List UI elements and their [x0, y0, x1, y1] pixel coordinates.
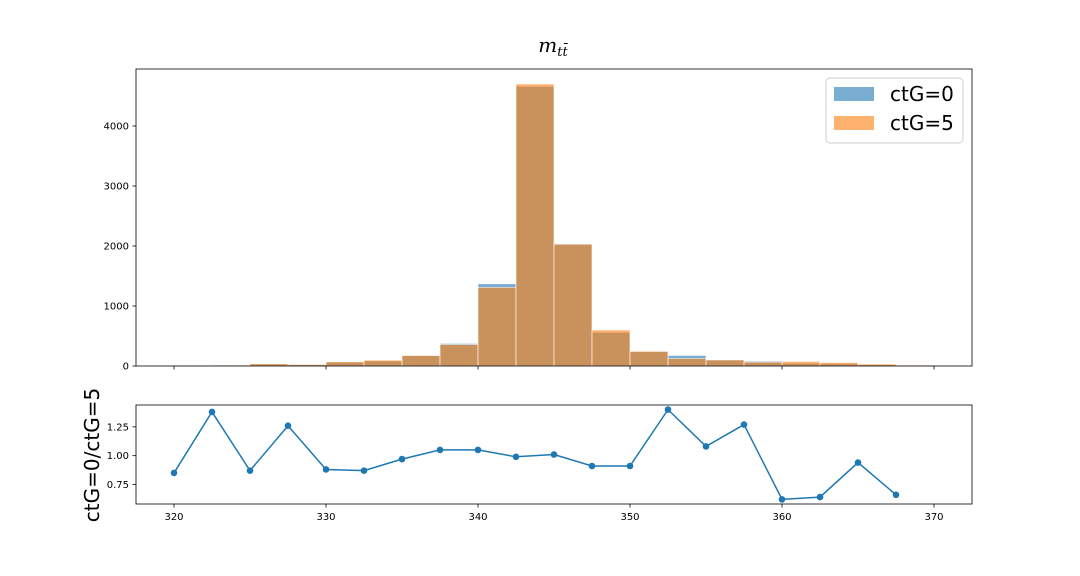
ratio-x-tick-label: 320 — [164, 512, 183, 523]
histogram-y-tick-label: 3000 — [104, 182, 129, 193]
ratio-point-0 — [170, 469, 178, 477]
ratio-plot: 0.75 1.00 1.25 320 330 340 350 360 370 — [107, 404, 973, 523]
ratio-x-tick-label: 340 — [468, 512, 487, 523]
ratio-point-1 — [208, 408, 216, 416]
ratio-x-tick-label: 370 — [924, 512, 943, 523]
ratio-point-5 — [360, 467, 368, 474]
ratio-point-18 — [854, 459, 862, 466]
ratio-point-16 — [778, 496, 786, 503]
ratio-y-axis-label: ctG=0/ctG=5 — [80, 388, 104, 522]
ratio-point-3 — [284, 422, 292, 430]
ratio-line — [173, 408, 897, 501]
histogram-bar-ctg-5-16 — [781, 361, 821, 367]
histogram-bar-ctg-5-11 — [591, 329, 631, 367]
histogram-bar-ctg-5-14 — [705, 359, 745, 367]
chart-title: mtt̄ — [538, 33, 569, 60]
histogram-bar-ctg-5-5 — [363, 359, 403, 367]
histogram-axes-frame — [135, 68, 973, 367]
ratio-axes-frame — [135, 404, 973, 505]
ratio-point-4 — [322, 466, 330, 473]
ratio-y-tick-label: 0.75 — [107, 480, 129, 491]
histogram-y-tick-label: 4000 — [104, 122, 129, 133]
chart-title-subscript: tt̄ — [557, 43, 569, 60]
legend-swatch-0 — [834, 87, 874, 101]
chart-title-main: m — [538, 33, 557, 57]
ratio-point-19 — [892, 491, 900, 499]
legend-swatch-1 — [834, 116, 874, 130]
legend-label-0: ctG=0 — [890, 82, 954, 106]
histogram-y-tick-label: 2000 — [104, 242, 129, 253]
ratio-x-tick-label: 360 — [772, 512, 791, 523]
histogram-bar-ctg-5-13 — [667, 358, 707, 367]
histogram-bar-ctg-5-7 — [439, 344, 479, 367]
histogram-legend: ctG=0 ctG=5 — [825, 77, 964, 144]
histogram-bar-ctg-5-10 — [553, 243, 593, 367]
ratio-y-tick-label: 1.00 — [107, 451, 129, 462]
histogram-bar-ctg-5-8 — [477, 287, 517, 367]
ratio-y-tick-label: 1.25 — [107, 422, 129, 433]
ratio-point-14 — [702, 443, 710, 450]
ratio-point-11 — [588, 462, 596, 470]
ratio-point-17 — [816, 493, 824, 501]
ratio-point-10 — [550, 451, 558, 458]
histogram-plot: 0 1000 2000 3000 4000 ctG=0 ctG=5 — [104, 68, 973, 373]
histogram-y-tick-label: 0 — [123, 362, 129, 373]
ratio-point-9 — [512, 453, 520, 461]
ratio-point-12 — [626, 462, 634, 470]
ratio-x-tick-label: 350 — [620, 512, 639, 523]
histogram-bar-ctg-5-4 — [325, 361, 365, 367]
ratio-point-7 — [436, 446, 444, 454]
histogram-bar-ctg-5-15 — [743, 361, 783, 367]
ratio-point-6 — [398, 455, 406, 463]
histogram-bar-ctg-5-12 — [629, 350, 669, 367]
ratio-x-tick-label: 330 — [316, 512, 335, 523]
histogram-bar-ctg-5-9 — [515, 83, 555, 367]
ratio-point-2 — [246, 467, 254, 474]
ratio-point-15 — [740, 421, 748, 428]
ratio-point-13 — [664, 406, 672, 413]
legend-label-1: ctG=5 — [890, 111, 954, 135]
ratio-point-8 — [474, 446, 482, 454]
histogram-bar-ctg-5-17 — [819, 362, 859, 367]
histogram-bar-ctg-5-6 — [401, 355, 441, 367]
histogram-y-tick-label: 1000 — [104, 302, 129, 313]
